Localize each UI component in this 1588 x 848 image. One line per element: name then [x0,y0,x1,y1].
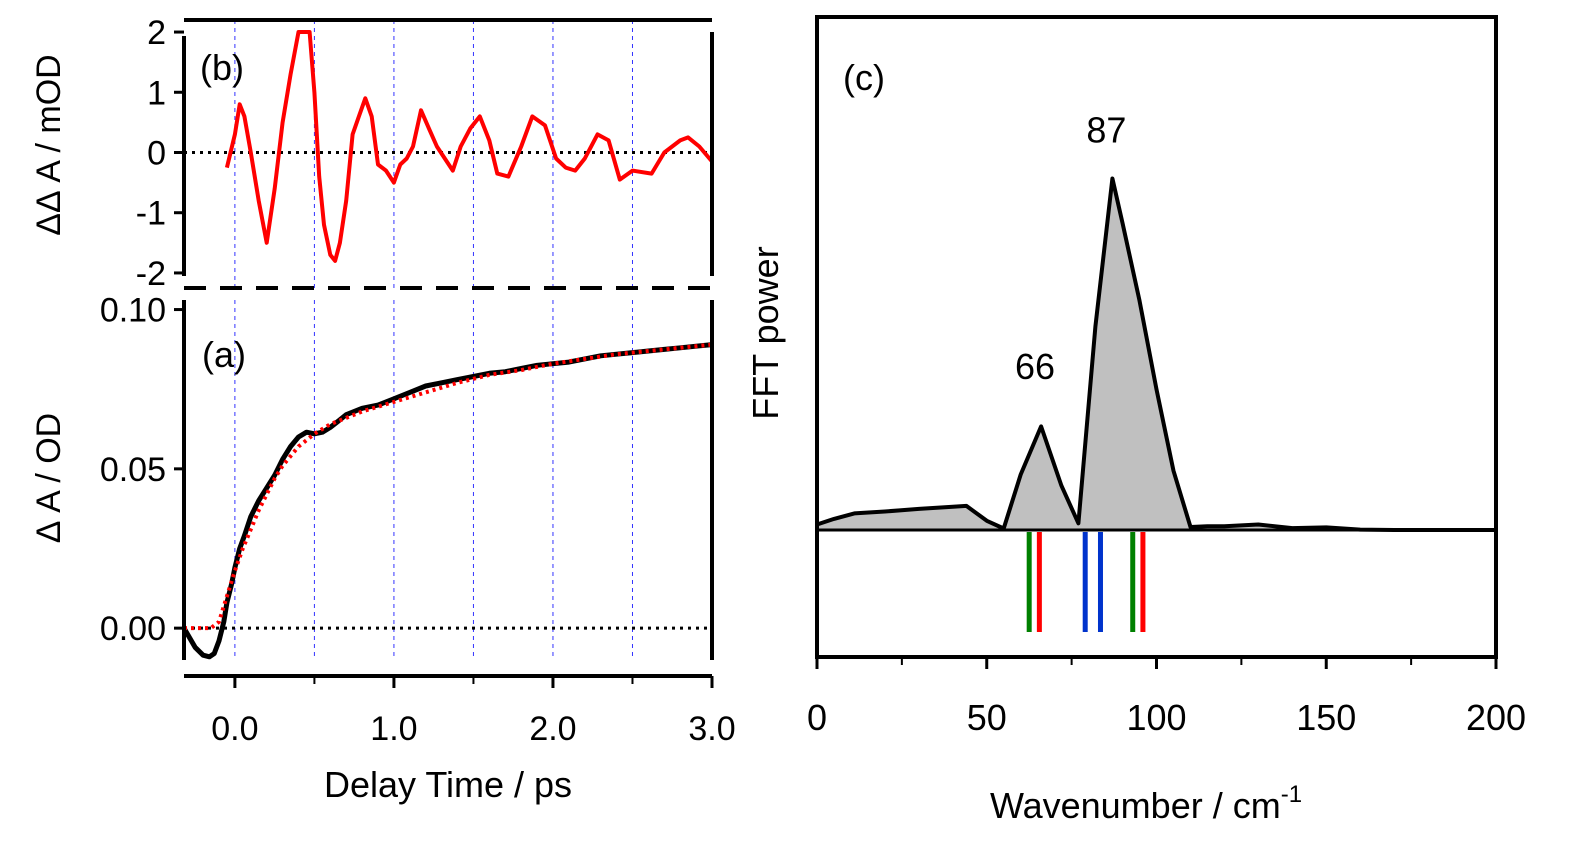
panel-a-xtick-label-0: 0.0 [211,710,258,748]
panel-c-peak-annotation-1: 87 [1086,109,1126,150]
panel-c-border [815,15,1498,659]
panel-a-y-ticks: 0.00 0.05 0.10 [100,292,184,648]
panel-c-xtick-label-4: 200 [1466,697,1526,738]
panel-a-ytick-label-2: 0.10 [100,292,166,330]
panel-b-ytick-label-2: 0 [147,134,166,172]
panel-c-x-axis-label: Wavenumber / cm-1 [990,781,1302,826]
panel-b-label: (b) [200,47,244,88]
panel-c-x-axis-label-superscript: -1 [1281,781,1302,808]
panel-c-frame [815,15,1498,659]
panel-b-y-ticks: -2 -1 0 1 2 [136,14,184,293]
panel-b-ytick-label-4: 2 [147,14,166,52]
panel-c-xtick-label-2: 100 [1126,697,1186,738]
panel-b-ytick-label-0: -2 [136,255,166,293]
panel-b-difference-line [224,30,714,263]
panel-c-xtick-label-0: 0 [807,697,827,738]
panel-a-grid [234,300,633,660]
panel-c-x-ticks: 0 50 100 150 200 [807,657,1526,738]
panel-a-fit-line [184,342,713,631]
panel-c-x-axis-label-text: Wavenumber / cm [990,785,1281,826]
panel-a-xtick-label-2: 2.0 [529,710,576,748]
panel-a-xtick-label-3: 3.0 [688,710,735,748]
panel-a-ytick-label-1: 0.05 [100,451,166,489]
panel-a-y-axis-label: Δ A / OD [30,413,68,543]
panel-c-marker-lines [1026,532,1146,632]
panel-b-oscillation-plot: -2 -1 0 1 2 (b) ΔΔ A / mOD [30,14,714,293]
panel-a-xtick-label-1: 1.0 [370,710,417,748]
panel-a-ytick-label-0: 0.00 [100,610,166,648]
panel-b-frame [182,18,714,290]
panel-b-ytick-label-1: -1 [136,195,166,233]
panel-c-fft-plot: 0 50 100 150 200 66 87 (c) FFT power Wavenumb… [745,15,1526,826]
panel-a-x-axis-label: Delay Time / ps [324,764,572,805]
panel-c-peak-annotation-0: 66 [1015,346,1055,387]
panel-b-series [224,30,714,263]
panel-a-transient-plot: 0.00 0.05 0.10 0.0 1.0 2.0 3.0 (a) Δ A / OD D… [30,292,736,805]
panel-b-ytick-label-3: 1 [147,74,166,112]
panel-a-x-ticks: 0.0 1.0 2.0 3.0 [211,676,736,748]
panel-c-xtick-label-3: 150 [1296,697,1356,738]
panel-a-frame [182,300,714,678]
panel-c-y-axis-label: FFT power [745,246,786,419]
panel-a-data-line [181,342,713,660]
panel-b-y-axis-label: ΔΔ A / mOD [30,54,68,235]
panel-c-fft-line [816,176,1496,532]
panel-c-annotations: 66 87 [1015,109,1126,387]
panel-c-xtick-label-1: 50 [967,697,1007,738]
panel-c-fft-area [817,178,1496,530]
panel-a-label: (a) [202,334,246,375]
panel-a-series [181,342,713,660]
panel-c-label: (c) [843,57,885,98]
